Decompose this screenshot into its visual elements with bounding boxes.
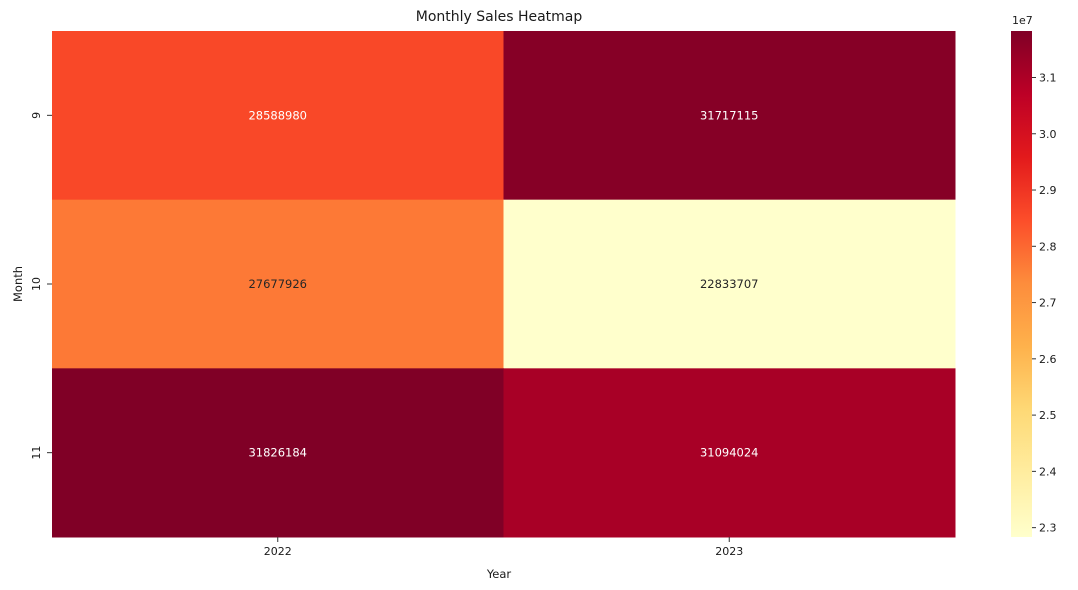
heatmap-cell (503, 368, 956, 538)
colorbar-tick-label: 2.5 (1039, 409, 1057, 422)
heatmap-cell-label: 31826184 (248, 446, 307, 460)
colorbar-tick-label: 3.1 (1039, 71, 1057, 84)
colorbar: 2.3 2.4 2.5 2.6 2.7 2.8 2.9 3.0 3.1 1e7 (1011, 14, 1057, 537)
colorbar-multiplier: 1e7 (1012, 14, 1033, 27)
heatmap-cell-labels: 28588980 31717115 27677926 22833707 31826184… (248, 108, 758, 459)
y-tick-label: 9 (30, 112, 43, 119)
x-tick-label: 2023 (715, 545, 743, 558)
x-axis-label: Year (486, 567, 512, 581)
y-tick-label: 11 (30, 446, 43, 460)
y-axis-ticks: 9 10 11 (30, 112, 52, 460)
colorbar-tick-label: 2.3 (1039, 522, 1057, 535)
heatmap-cell (52, 31, 504, 201)
heatmap-cell (52, 368, 504, 538)
x-tick-label: 2022 (264, 545, 292, 558)
colorbar-tick-label: 2.8 (1039, 240, 1057, 253)
colorbar-tick-label: 2.6 (1039, 353, 1057, 366)
heatmap-cell-label: 27677926 (248, 277, 307, 291)
heatmap-cell (52, 199, 504, 369)
x-axis-ticks: 2022 2023 (264, 537, 743, 558)
colorbar-tick-label: 3.0 (1039, 128, 1057, 141)
colorbar-tick-label: 2.4 (1039, 465, 1057, 478)
heatmap-cell (503, 31, 956, 201)
colorbar-tick-label: 2.7 (1039, 297, 1057, 310)
colorbar-ticks: 2.3 2.4 2.5 2.6 2.7 2.8 2.9 3.0 3.1 (1032, 71, 1057, 535)
heatmap-cell-label: 31094024 (700, 446, 759, 460)
heatmap-cells (52, 31, 956, 538)
colorbar-gradient (1011, 31, 1032, 537)
heatmap-cell (503, 199, 956, 369)
heatmap-cell-label: 22833707 (700, 277, 759, 291)
colorbar-tick-label: 2.9 (1039, 184, 1057, 197)
heatmap-cell-label: 28588980 (248, 108, 307, 122)
y-axis-label: Month (11, 266, 25, 302)
chart-title: Monthly Sales Heatmap (416, 9, 583, 25)
y-tick-label: 10 (30, 277, 43, 291)
heatmap-cell-label: 31717115 (700, 108, 759, 122)
